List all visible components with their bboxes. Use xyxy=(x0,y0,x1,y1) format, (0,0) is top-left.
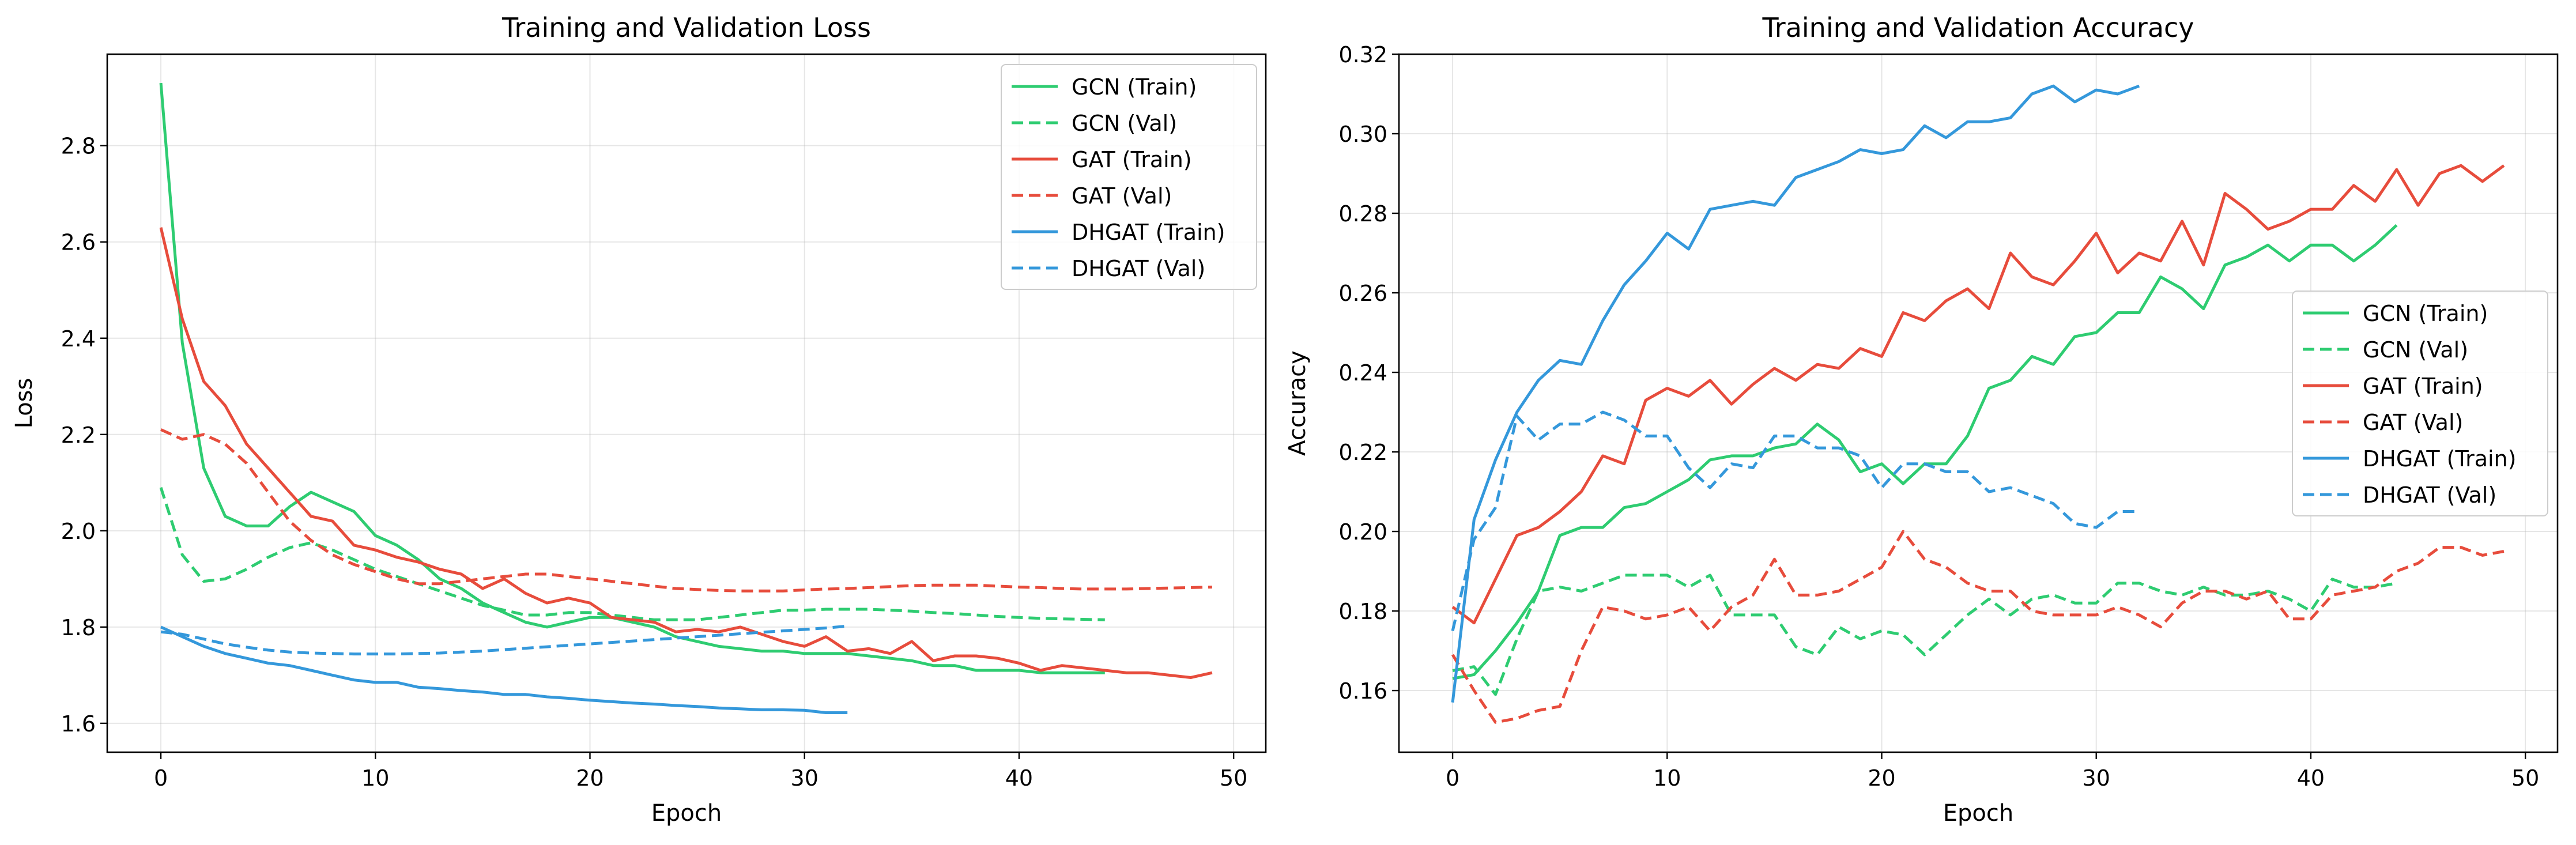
legend-label: GAT (Val) xyxy=(2363,410,2463,435)
x-tick-label: 0 xyxy=(154,765,168,791)
y-tick-label: 0.16 xyxy=(1338,678,1387,704)
y-tick-label: 0.24 xyxy=(1338,360,1387,386)
legend-label: DHGAT (Val) xyxy=(2363,482,2496,508)
legend-label: GCN (Train) xyxy=(1072,74,1197,100)
x-tick-label: 0 xyxy=(1446,765,1459,791)
legend-label: GCN (Train) xyxy=(2363,301,2488,326)
legend: GCN (Train) GCN (Val) GAT (Train) GAT (Val)… xyxy=(1001,64,1257,290)
x-tick-label: 40 xyxy=(2297,765,2325,791)
y-tick-label: 2.0 xyxy=(61,519,96,544)
accuracy-chart-panel: 0 10 20 30 40 50 0.16 0.18 0.20 0.22 0.24 0.26 0.28 0… xyxy=(1284,12,2559,827)
y-tick-label: 0.28 xyxy=(1338,201,1387,227)
y-tick-label: 0.32 xyxy=(1338,42,1387,67)
x-tick-label: 40 xyxy=(1005,765,1033,791)
x-tick-label: 50 xyxy=(1220,765,1247,791)
x-tick-label: 30 xyxy=(791,765,819,791)
x-tick-label: 20 xyxy=(576,765,604,791)
y-tick-label: 2.6 xyxy=(61,230,96,255)
y-tick-label: 2.8 xyxy=(61,134,96,159)
legend-label: GAT (Train) xyxy=(2363,374,2483,399)
series-line xyxy=(160,625,848,714)
legend-box xyxy=(1001,64,1257,290)
legend-box xyxy=(2292,291,2548,516)
legend-label: GCN (Val) xyxy=(1072,111,1177,136)
x-tick-label: 50 xyxy=(2511,765,2539,791)
y-tick-label: 0.22 xyxy=(1338,440,1387,465)
y-tick-label: 2.4 xyxy=(61,326,96,352)
axes-frame xyxy=(1398,53,2559,753)
legend-label: DHGAT (Train) xyxy=(2363,446,2516,471)
legend-label: GAT (Val) xyxy=(1072,183,1172,209)
y-tick-label: 0.26 xyxy=(1338,281,1387,306)
x-tick-label: 10 xyxy=(1653,765,1681,791)
y-tick-label: 1.8 xyxy=(61,615,96,640)
series-line xyxy=(159,82,1105,674)
legend: GCN (Train) GCN (Val) GAT (Train) GAT (Val)… xyxy=(2292,291,2548,516)
series-line xyxy=(1451,410,2140,632)
chart-title: Training and Validation Loss xyxy=(501,12,871,43)
axes-frame xyxy=(106,53,1267,753)
x-axis-label: Epoch xyxy=(1943,800,2013,827)
x-tick-label: 10 xyxy=(361,765,389,791)
y-tick-label: 0.18 xyxy=(1338,599,1387,624)
y-axis-label: Loss xyxy=(11,378,37,429)
y-axis-label: Accuracy xyxy=(1284,350,1311,456)
series-line xyxy=(1451,164,2505,625)
loss-chart-panel: 0 10 20 30 40 50 1.6 1.8 2.0 2.2 2.4 2.6 2.8 Training… xyxy=(11,12,1267,827)
series-line xyxy=(160,624,848,656)
series-line xyxy=(1451,84,2140,703)
series-line xyxy=(160,428,1212,593)
series-line xyxy=(1452,574,2397,696)
y-tick-label: 2.2 xyxy=(61,423,96,448)
series-line xyxy=(159,486,1105,621)
legend-label: GCN (Val) xyxy=(2363,337,2468,363)
x-axis-label: Epoch xyxy=(651,800,722,827)
x-tick-label: 20 xyxy=(1868,765,1895,791)
series-line xyxy=(1451,530,2505,724)
y-tick-label: 1.6 xyxy=(61,711,96,737)
series-line xyxy=(159,227,1213,679)
legend-label: GAT (Train) xyxy=(1072,147,1192,172)
x-tick-label: 30 xyxy=(2083,765,2110,791)
chart-title: Training and Validation Accuracy xyxy=(1762,12,2194,43)
y-tick-label: 0.20 xyxy=(1338,519,1387,545)
y-tick-label: 0.30 xyxy=(1338,122,1387,147)
legend-label: DHGAT (Val) xyxy=(1072,256,1205,281)
legend-label: DHGAT (Train) xyxy=(1072,220,1225,245)
